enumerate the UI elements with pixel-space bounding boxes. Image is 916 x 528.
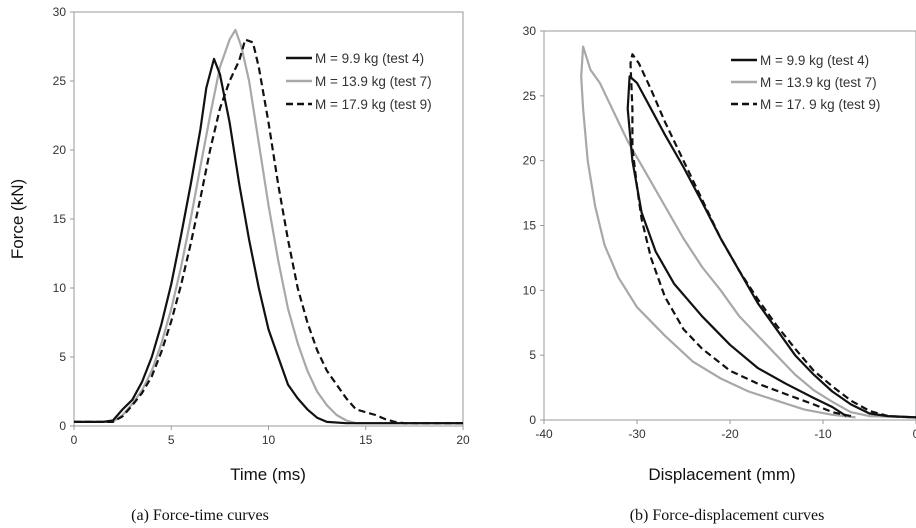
series-group-b [580, 45, 916, 419]
chart-panel-b: -40 -30 -20 -10 0 0 5 10 15 20 25 30 M = 9.9 kg (t… [523, 24, 916, 524]
legend-label: M = 13.9 kg (test 7) [760, 75, 877, 90]
y-tick-label: 5 [529, 348, 536, 362]
series-line-test4 [74, 57, 463, 425]
y-tick-label: 20 [523, 154, 537, 168]
x-tick-label: 0 [71, 433, 78, 447]
y-tick-label: 0 [59, 419, 66, 433]
chart-panel-a: 0 5 10 15 20 0 5 10 15 20 25 30 M = 9.9 kg (test 4… [8, 5, 470, 524]
legend-label: M = 9.9 kg (test 4) [315, 51, 424, 66]
y-tick-label: 10 [523, 283, 537, 297]
y-axis-label-a: Force (kN) [8, 179, 27, 259]
legend-a: M = 9.9 kg (test 4) M = 13.9 kg (test 7) M… [286, 51, 432, 112]
series-line-test7 [74, 28, 463, 425]
legend-label: M = 17.9 kg (test 9) [315, 97, 432, 112]
y-tick-label: 25 [53, 74, 67, 88]
y-tick-label: 5 [59, 350, 66, 364]
x-ticks-a: 0 5 10 15 20 [71, 426, 470, 447]
x-tick-label: -40 [535, 427, 553, 441]
series-line-test9 [629, 53, 916, 419]
x-tick-label: -30 [628, 427, 646, 441]
legend-b: M = 9.9 kg (test 4) M = 13.9 kg (test 7) M… [731, 53, 880, 112]
x-axis-label-b: Displacement (mm) [648, 465, 795, 484]
x-tick-label: 20 [456, 433, 470, 447]
y-ticks-a: 0 5 10 15 20 25 30 [53, 5, 74, 433]
x-tick-label: -10 [814, 427, 832, 441]
y-tick-label: 25 [523, 89, 537, 103]
series-line-test7 [580, 45, 916, 419]
series-group-a [74, 28, 463, 425]
caption-b: (b) Force-displacement curves [630, 507, 825, 524]
legend-label: M = 17. 9 kg (test 9) [760, 97, 880, 112]
x-tick-label: -20 [721, 427, 739, 441]
y-tick-label: 15 [53, 212, 67, 226]
y-tick-label: 30 [523, 24, 537, 38]
x-tick-label: 10 [262, 433, 276, 447]
y-tick-label: 20 [53, 143, 67, 157]
x-ticks-b: -40 -30 -20 -10 0 [535, 420, 916, 441]
y-ticks-b: 0 5 10 15 20 25 30 [523, 24, 544, 427]
x-axis-label-a: Time (ms) [230, 465, 306, 484]
x-tick-label: 15 [359, 433, 373, 447]
series-line-test9 [74, 38, 463, 425]
legend-label: M = 13.9 kg (test 7) [315, 74, 432, 89]
y-tick-label: 30 [53, 5, 67, 19]
x-tick-label: 0 [913, 427, 916, 441]
x-tick-label: 5 [168, 433, 175, 447]
y-tick-label: 0 [529, 413, 536, 427]
series-line-test4 [626, 75, 916, 419]
caption-a: (a) Force-time curves [131, 507, 269, 524]
y-tick-label: 15 [523, 219, 537, 233]
y-tick-label: 10 [53, 281, 67, 295]
legend-label: M = 9.9 kg (test 4) [760, 53, 869, 68]
